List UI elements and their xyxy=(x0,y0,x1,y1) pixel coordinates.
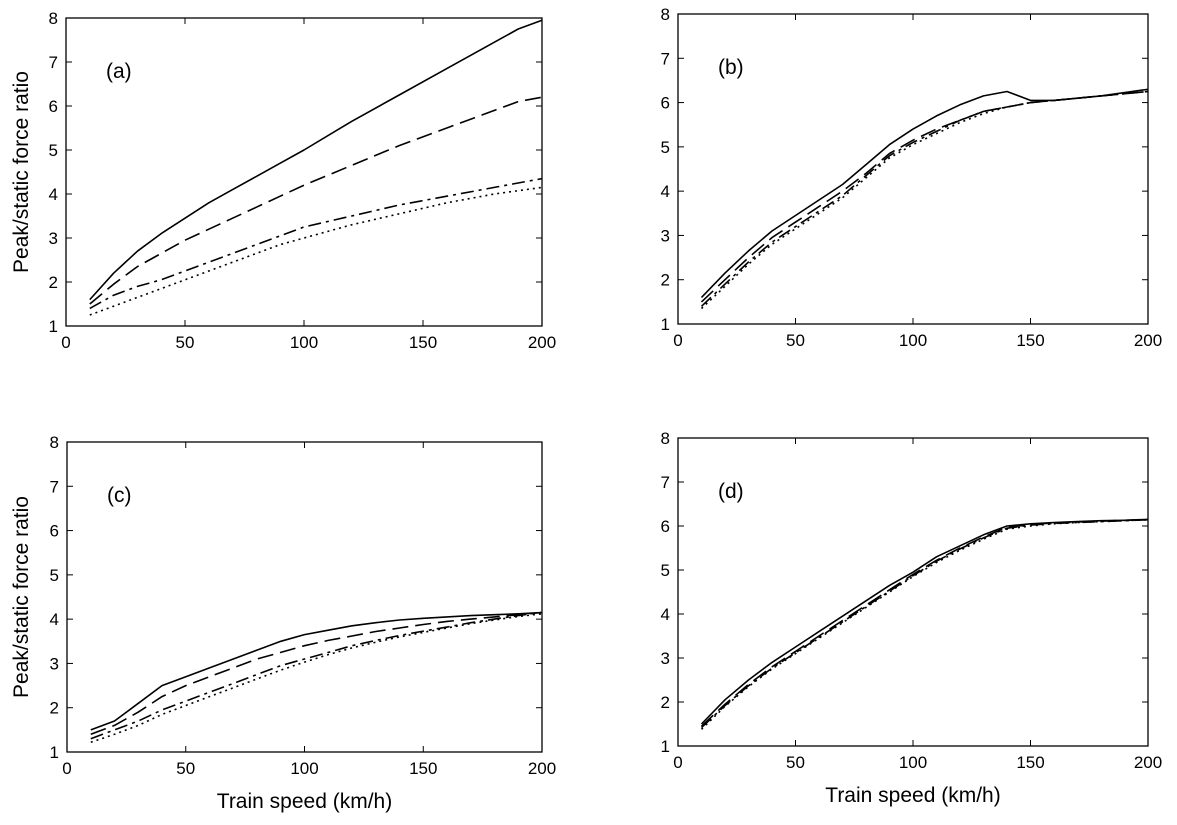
panel-c: 0 50 100 150 200 1 2 3 4 5 6 7 8 (c) Train speed (km/h… xyxy=(10,433,556,813)
series-line-dotted xyxy=(89,186,543,316)
series-line-solid xyxy=(700,518,1149,725)
x-axis-label: Train speed (km/h) xyxy=(825,784,1000,807)
series-line-solid xyxy=(700,88,1149,298)
x-tick-label: 200 xyxy=(1134,753,1162,772)
x-tick-label: 150 xyxy=(409,333,437,352)
y-tick-label: 2 xyxy=(49,273,58,292)
series-line-dashdot xyxy=(700,519,1149,729)
y-tick-label: 3 xyxy=(49,229,58,248)
x-tick-label: 50 xyxy=(786,753,805,772)
series-line-dashed xyxy=(90,611,543,736)
series-line-dashed xyxy=(700,518,1149,727)
y-tick-label: 1 xyxy=(50,743,59,762)
y-tick-label: 5 xyxy=(661,561,670,580)
x-tick-label: 100 xyxy=(290,333,318,352)
series-line-solid xyxy=(89,19,543,301)
panel-d: 0 50 100 150 200 1 2 3 4 5 6 7 8 (d) Train speed (km/h… xyxy=(661,429,1163,807)
y-tick-label: 7 xyxy=(661,49,670,68)
series-line-dotted xyxy=(90,613,543,744)
series-line-dashed xyxy=(89,96,543,305)
y-tick-label: 1 xyxy=(661,315,670,334)
y-tick-label: 8 xyxy=(49,9,58,28)
panel-label-d: (d) xyxy=(718,480,744,503)
y-tick-label: 6 xyxy=(49,97,58,116)
y-tick-label: 3 xyxy=(661,226,670,245)
y-tick-label: 1 xyxy=(661,737,670,756)
series-line-solid xyxy=(90,611,543,731)
y-tick-label: 1 xyxy=(49,317,58,336)
x-tick-label: 0 xyxy=(62,759,71,778)
panel-label-a: (a) xyxy=(106,60,132,83)
y-tick-label: 2 xyxy=(661,693,670,712)
plot-frame xyxy=(677,437,1149,747)
x-tick-label: 50 xyxy=(176,333,195,352)
y-tick-label: 8 xyxy=(661,5,670,24)
x-tick-label: 50 xyxy=(176,759,195,778)
series-line-dashdot xyxy=(700,90,1149,307)
y-tick-label: 6 xyxy=(50,522,59,541)
y-tick-label: 4 xyxy=(661,605,670,624)
y-tick-label: 7 xyxy=(661,473,670,492)
panel-a: 0 50 100 150 200 1 2 3 4 5 6 7 8 (a) Peak/static force… xyxy=(10,9,556,352)
series-line-dotted xyxy=(700,90,1149,310)
y-tick-label: 4 xyxy=(49,185,58,204)
y-tick-label: 8 xyxy=(50,433,59,452)
x-tick-label: 150 xyxy=(1016,331,1044,350)
series-line-dotted xyxy=(700,519,1149,730)
y-tick-label: 3 xyxy=(50,654,59,673)
y-tick-label: 5 xyxy=(50,566,59,585)
panel-label-c: (c) xyxy=(107,484,132,507)
x-tick-label: 0 xyxy=(673,331,682,350)
y-tick-label: 2 xyxy=(50,699,59,718)
x-tick-label: 50 xyxy=(786,331,805,350)
plot-frame xyxy=(65,17,543,327)
x-tick-label: 150 xyxy=(409,759,437,778)
x-tick-label: 0 xyxy=(61,333,70,352)
x-tick-label: 200 xyxy=(528,333,556,352)
y-axis-label: Peak/static force ratio xyxy=(10,496,33,698)
y-tick-label: 6 xyxy=(661,94,670,113)
x-tick-label: 200 xyxy=(1134,331,1162,350)
y-tick-label: 7 xyxy=(50,477,59,496)
y-tick-label: 7 xyxy=(49,53,58,72)
x-tick-label: 0 xyxy=(673,753,682,772)
y-tick-label: 5 xyxy=(49,141,58,160)
x-tick-label: 150 xyxy=(1016,753,1044,772)
series-line-dashdot xyxy=(89,177,543,310)
plot-frame xyxy=(677,13,1149,325)
y-tick-label: 3 xyxy=(661,649,670,668)
x-axis-label: Train speed (km/h) xyxy=(217,790,392,813)
x-tick-label: 200 xyxy=(528,759,556,778)
y-axis-label: Peak/static force ratio xyxy=(10,71,33,273)
y-tick-label: 2 xyxy=(661,271,670,290)
panel-b: 0 50 100 150 200 1 2 3 4 5 6 7 8 (b) xyxy=(661,5,1163,350)
y-tick-label: 5 xyxy=(661,138,670,157)
series-line-dashdot xyxy=(90,611,543,740)
x-tick-label: 100 xyxy=(290,759,318,778)
y-tick-label: 6 xyxy=(661,517,670,536)
y-tick-label: 4 xyxy=(50,610,59,629)
x-tick-label: 100 xyxy=(899,753,927,772)
x-tick-label: 100 xyxy=(899,331,927,350)
y-tick-label: 8 xyxy=(661,429,670,448)
y-tick-label: 4 xyxy=(661,182,670,201)
panel-label-b: (b) xyxy=(718,56,744,79)
plot-frame xyxy=(66,441,543,753)
